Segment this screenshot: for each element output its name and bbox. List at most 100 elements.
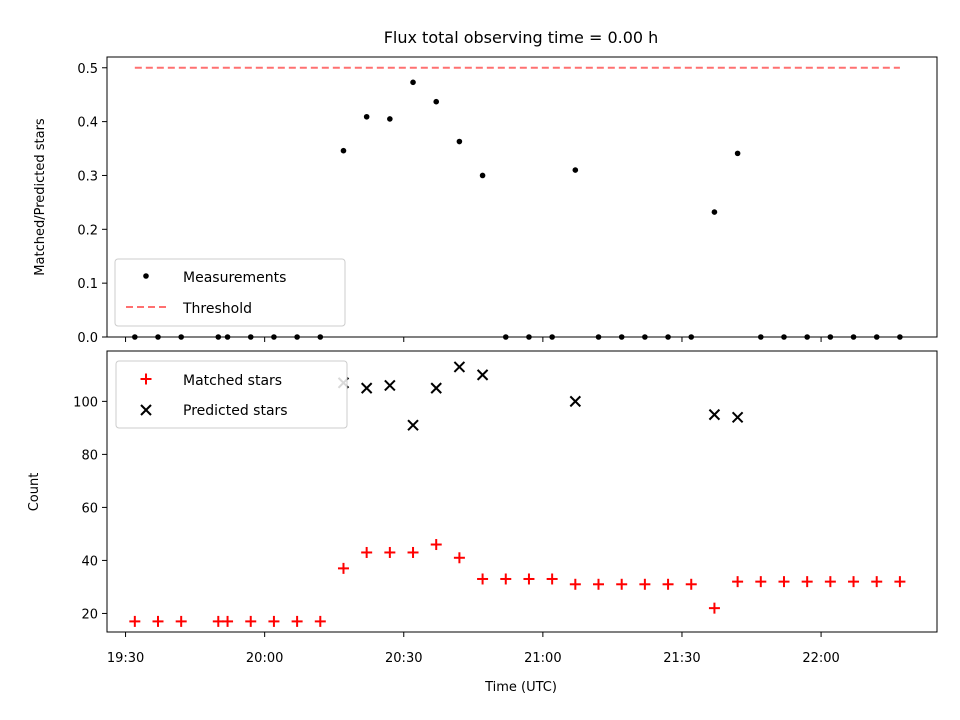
measurement-point bbox=[734, 150, 741, 157]
matched-star-marker bbox=[593, 578, 605, 590]
matched-star-marker bbox=[755, 576, 767, 588]
measurement-point bbox=[410, 79, 416, 86]
x-b bbox=[407, 419, 419, 431]
matched-star-marker bbox=[152, 615, 164, 627]
matched-star-marker bbox=[453, 552, 465, 564]
measurement-point bbox=[456, 138, 463, 145]
x-b bbox=[430, 382, 442, 394]
matched-star-marker bbox=[314, 615, 326, 627]
x-b bbox=[360, 382, 373, 394]
legend-measurements-label: Measurements bbox=[183, 270, 286, 286]
matched-star-marker bbox=[848, 576, 860, 588]
x-b bbox=[453, 361, 466, 373]
predicted-star-marker bbox=[731, 411, 744, 423]
matched-star-marker bbox=[708, 602, 720, 614]
predicted-star-marker bbox=[476, 369, 489, 381]
matched-star-marker bbox=[407, 546, 419, 558]
matched-star-marker bbox=[639, 578, 651, 590]
y-tick-label: 60 bbox=[81, 501, 98, 516]
measurement-point bbox=[363, 113, 370, 120]
top-plot-area: 0.0 0.1 0.2 0.3 0.4 0.5 bbox=[77, 62, 903, 346]
measurement-point bbox=[479, 172, 486, 179]
predicted-star-marker bbox=[453, 361, 466, 373]
y-tick-label: 0.5 bbox=[77, 62, 98, 77]
bottom-panel: 20 40 60 80 100 19:30 20:00 20:30 21:00 21:30 22:0… bbox=[27, 350, 938, 695]
bottom-plot-area: 20 40 60 80 100 19:30 20:00 20:30 21:00 21:30 22:0… bbox=[73, 361, 906, 666]
x-tick-label: 20:00 bbox=[246, 651, 283, 666]
bottom-y-axis-label: Count bbox=[27, 473, 42, 512]
top-legend: Measurements Threshold bbox=[114, 258, 346, 327]
y-tick-label: 0.0 bbox=[77, 331, 98, 346]
matched-star-marker bbox=[384, 546, 396, 558]
top-y-axis-label: Matched/Predicted stars bbox=[33, 118, 48, 276]
predicted-star-marker bbox=[407, 419, 419, 431]
x-b bbox=[476, 369, 489, 381]
matched-star-marker bbox=[268, 615, 280, 627]
matched-star-marker bbox=[291, 615, 303, 627]
matched-star-marker bbox=[569, 578, 581, 590]
y-tick-label: 0.2 bbox=[77, 223, 98, 238]
legend-threshold-label: Threshold bbox=[182, 301, 252, 317]
x-tick-label: 20:30 bbox=[385, 651, 422, 666]
x-b bbox=[731, 411, 744, 423]
matched-star-marker bbox=[616, 578, 628, 590]
predicted-star-marker bbox=[384, 379, 396, 392]
matched-star-marker bbox=[477, 573, 489, 585]
matched-star-marker bbox=[222, 615, 234, 627]
measurement-point bbox=[433, 98, 440, 105]
matched-star-marker bbox=[894, 576, 906, 588]
matched-star-marker bbox=[662, 578, 674, 590]
x-b bbox=[708, 408, 721, 421]
matched-star-marker bbox=[685, 578, 697, 590]
top-axes-frame bbox=[106, 56, 938, 338]
predicted-star-marker bbox=[430, 382, 442, 394]
legend-measurement-marker bbox=[143, 273, 149, 279]
top-panel-title: Flux total observing time = 0.00 h bbox=[384, 28, 659, 47]
top-panel: Flux total observing time = 0.00 h 0.00.… bbox=[33, 28, 938, 346]
legend-frame bbox=[114, 258, 346, 327]
matched-star-marker bbox=[801, 576, 813, 588]
predicted-star-marker bbox=[360, 382, 373, 394]
legend-predicted-label: Predicted stars bbox=[183, 403, 288, 419]
y-tick-label: 80 bbox=[81, 448, 98, 463]
matched-star-marker bbox=[245, 615, 257, 627]
y-tick-label: 0.3 bbox=[77, 169, 98, 184]
legend-matched-label: Matched stars bbox=[183, 373, 282, 389]
matched-star-marker bbox=[175, 615, 187, 627]
legend-frame bbox=[115, 360, 348, 429]
y-tick-label: 20 bbox=[81, 607, 98, 622]
predicted-star-marker bbox=[708, 408, 721, 421]
x-tick-label: 22:00 bbox=[802, 651, 839, 666]
y-tick-label: 40 bbox=[81, 554, 98, 569]
matched-star-marker bbox=[523, 573, 535, 585]
x-tick-label: 19:30 bbox=[107, 651, 144, 666]
matched-star-marker bbox=[361, 546, 373, 558]
matched-star-marker bbox=[129, 615, 141, 627]
matched-star-marker bbox=[824, 576, 836, 588]
predicted-star-marker bbox=[569, 395, 582, 408]
measurement-point bbox=[387, 116, 393, 122]
x-tick-label: 21:30 bbox=[663, 651, 700, 666]
x-b bbox=[569, 395, 582, 408]
matched-star-marker bbox=[732, 576, 744, 588]
x-tick-label: 21:00 bbox=[524, 651, 561, 666]
y-tick-label: 100 bbox=[73, 395, 98, 410]
matched-star-marker bbox=[212, 615, 224, 627]
measurement-point bbox=[340, 147, 347, 154]
y-tick-label: 0.4 bbox=[77, 116, 98, 131]
matched-star-marker bbox=[337, 562, 349, 574]
matched-star-marker bbox=[778, 576, 790, 588]
y-tick-label: 0.1 bbox=[77, 277, 98, 292]
x-axis-label: Time (UTC) bbox=[484, 680, 557, 695]
legend-x-b bbox=[140, 404, 152, 416]
matched-star-marker bbox=[871, 576, 883, 588]
matched-star-marker bbox=[500, 573, 512, 585]
measurement-point bbox=[711, 209, 718, 215]
matched-star-marker bbox=[546, 573, 558, 585]
measurement-point bbox=[572, 167, 579, 173]
x-b bbox=[384, 379, 396, 392]
bottom-legend: Matched stars Predicted stars bbox=[115, 360, 348, 429]
bottom-axes-frame bbox=[106, 350, 938, 633]
